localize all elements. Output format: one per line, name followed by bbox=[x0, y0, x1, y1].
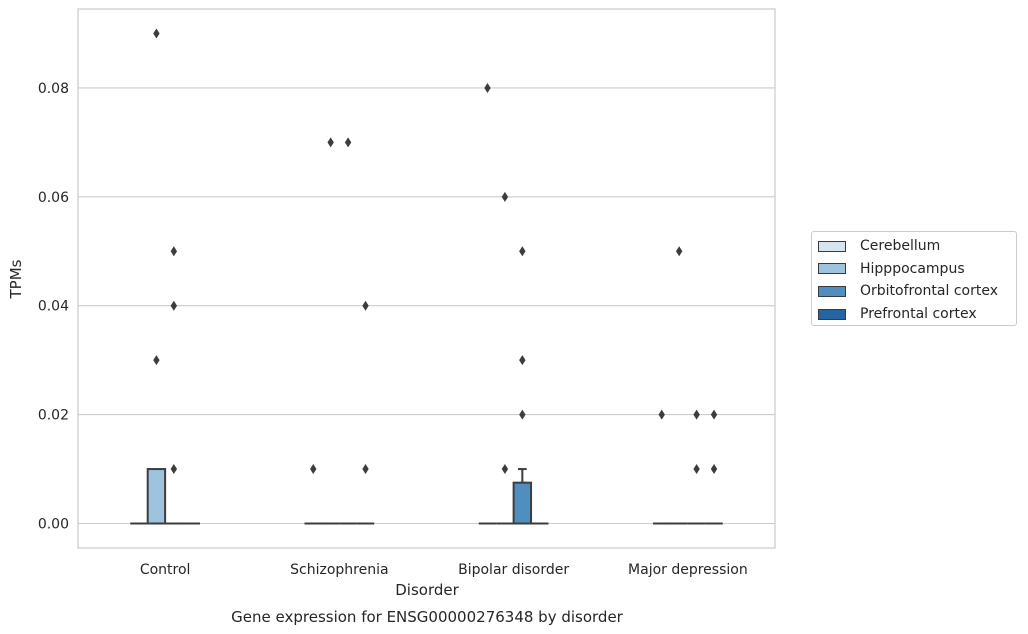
outlier-point bbox=[153, 355, 160, 366]
legend-swatch bbox=[818, 263, 846, 275]
y-axis-label: TPMs bbox=[7, 259, 25, 299]
legend-item: Prefrontal cortex bbox=[818, 305, 977, 323]
legend-label: Hipppocampus bbox=[860, 260, 965, 277]
outlier-point bbox=[170, 246, 178, 257]
legend: Cerebellum Hipppocampus Orbitofrontal cort… bbox=[811, 231, 1017, 326]
box-hipppocampus bbox=[146, 28, 167, 525]
box-cerebellum bbox=[653, 409, 671, 525]
legend-swatch bbox=[818, 240, 846, 252]
outlier-point bbox=[170, 464, 178, 475]
outlier-point bbox=[327, 137, 334, 148]
outlier-point bbox=[153, 28, 160, 39]
box-hipppocampus bbox=[496, 191, 514, 525]
box-cerebellum bbox=[304, 464, 322, 525]
outlier-point bbox=[362, 464, 369, 475]
x-tick-label: Bipolar disorder bbox=[458, 562, 569, 578]
legend-item: Cerebellum bbox=[818, 237, 940, 255]
chart-title: Gene expression for ENSG00000276348 by d… bbox=[231, 608, 624, 626]
legend-swatch bbox=[818, 308, 846, 320]
y-tick-label: 0.00 bbox=[38, 517, 69, 533]
outlier-point bbox=[658, 409, 665, 420]
box-prefrontal-cortex bbox=[356, 300, 375, 525]
box-prefrontal-cortex bbox=[705, 409, 723, 525]
box-hipppocampus bbox=[321, 137, 340, 525]
outlier-point bbox=[519, 355, 526, 366]
box-cerebellum bbox=[478, 82, 497, 525]
outlier-point bbox=[675, 246, 683, 257]
legend-label: Cerebellum bbox=[860, 238, 941, 254]
y-tick-label: 0.04 bbox=[38, 299, 69, 315]
legend-label: Orbitofrontal cortex bbox=[860, 283, 998, 300]
y-tick-label: 0.06 bbox=[38, 190, 69, 206]
box-orbitofrontal-cortex bbox=[512, 246, 533, 525]
outlier-point bbox=[501, 191, 509, 202]
y-tick-label: 0.08 bbox=[38, 81, 69, 97]
legend-item: Hipppocampus bbox=[818, 260, 965, 278]
box-hipppocampus bbox=[670, 246, 688, 525]
y-tick-label: 0.02 bbox=[38, 408, 69, 424]
box-body bbox=[512, 481, 533, 525]
x-tick-label: Major depression bbox=[628, 562, 748, 578]
legend-swatch bbox=[818, 285, 846, 297]
outlier-point bbox=[362, 300, 369, 311]
plot-area-frame bbox=[77, 8, 776, 549]
legend-item: Orbitofrontal cortex bbox=[818, 282, 998, 300]
grid-layer bbox=[78, 87, 775, 525]
box-body bbox=[146, 468, 167, 525]
legend-label: Prefrontal cortex bbox=[860, 306, 977, 323]
outlier-point bbox=[501, 464, 509, 475]
outlier-point bbox=[310, 464, 317, 475]
x-tick-labels: Control Schizophrenia Bipolar disorder Majo… bbox=[140, 562, 748, 578]
box-orbitofrontal-cortex bbox=[165, 246, 183, 525]
outlier-point bbox=[484, 82, 491, 93]
y-tick-labels: 0.00 0.02 0.04 0.06 0.08 bbox=[38, 81, 69, 533]
outlier-point bbox=[693, 464, 700, 475]
box-orbitofrontal-cortex bbox=[687, 409, 706, 525]
x-axis-label: Disorder bbox=[395, 581, 459, 599]
box-orbitofrontal-cortex bbox=[339, 137, 357, 525]
outlier-point bbox=[344, 137, 352, 148]
outlier-point bbox=[710, 464, 718, 475]
outlier-point bbox=[693, 409, 700, 420]
box-layer bbox=[130, 28, 723, 525]
outlier-point bbox=[710, 409, 718, 420]
x-tick-label: Schizophrenia bbox=[290, 562, 388, 578]
outlier-point bbox=[519, 246, 526, 257]
outlier-point bbox=[170, 300, 178, 311]
x-tick-label: Control bbox=[140, 562, 191, 578]
outlier-point bbox=[519, 409, 526, 420]
